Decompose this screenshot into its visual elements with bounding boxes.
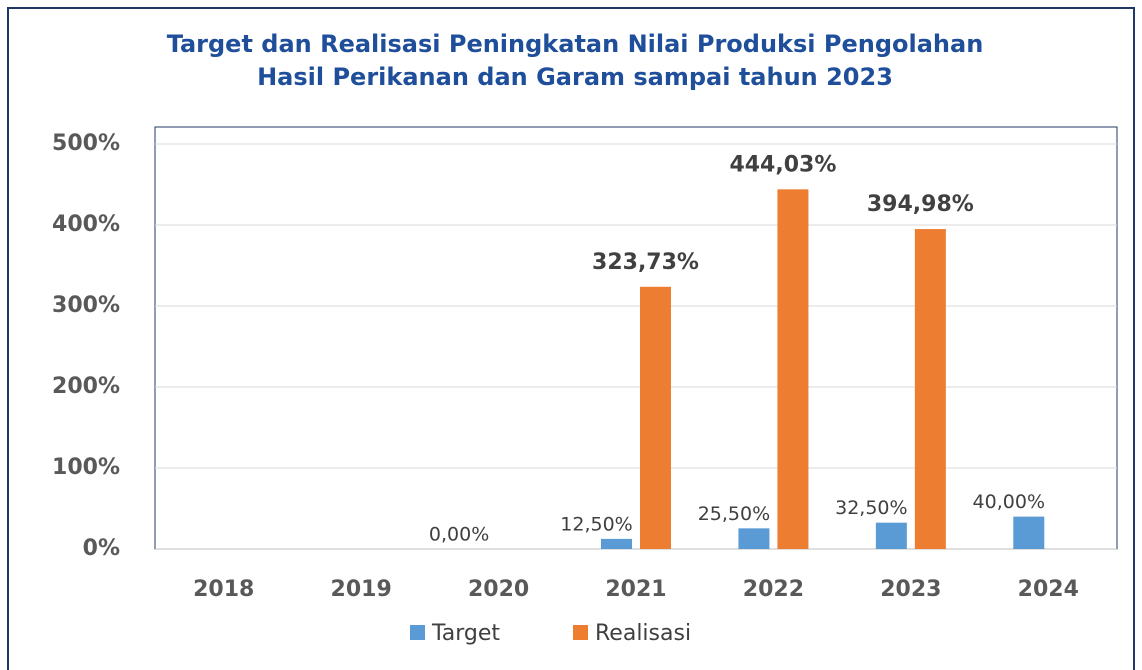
- x-tick-label: 2019: [331, 577, 392, 602]
- x-tick-label: 2023: [880, 577, 941, 602]
- chart-title: Target dan Realisasi Peningkatan Nilai P…: [167, 30, 984, 58]
- bar: [1013, 516, 1045, 549]
- x-tick-label: 2024: [1018, 577, 1079, 602]
- data-label: 323,73%: [592, 250, 699, 275]
- y-tick-label: 100%: [52, 455, 120, 480]
- legend-swatch: [573, 625, 588, 640]
- y-tick-label: 400%: [52, 212, 120, 237]
- frame: [7, 7, 1135, 670]
- legend-swatch: [410, 625, 425, 640]
- bar: [640, 286, 671, 549]
- bar: [914, 229, 946, 549]
- data-label: 0,00%: [429, 524, 489, 546]
- x-tick-label: 2022: [743, 577, 804, 602]
- y-tick-label: 300%: [52, 293, 120, 318]
- y-tick-label: 0%: [83, 536, 120, 561]
- bar: [777, 189, 809, 549]
- bar: [875, 522, 907, 549]
- x-tick-label: 2021: [605, 577, 666, 602]
- y-tick-label: 200%: [52, 374, 120, 399]
- legend-label: Target: [431, 621, 500, 646]
- data-label: 32,50%: [835, 497, 907, 519]
- bar: [738, 528, 770, 549]
- x-tick-label: 2020: [468, 577, 529, 602]
- data-label: 444,03%: [729, 152, 836, 177]
- data-label: 40,00%: [973, 491, 1045, 513]
- x-tick-label: 2018: [193, 577, 254, 602]
- bar: [601, 538, 632, 549]
- chart-title: Hasil Perikanan dan Garam sampai tahun 2…: [257, 63, 893, 91]
- data-label: 25,50%: [698, 503, 770, 525]
- data-label: 12,50%: [560, 513, 632, 535]
- data-label: 394,98%: [867, 192, 974, 217]
- legend-label: Realisasi: [595, 621, 691, 646]
- y-tick-label: 500%: [52, 131, 120, 156]
